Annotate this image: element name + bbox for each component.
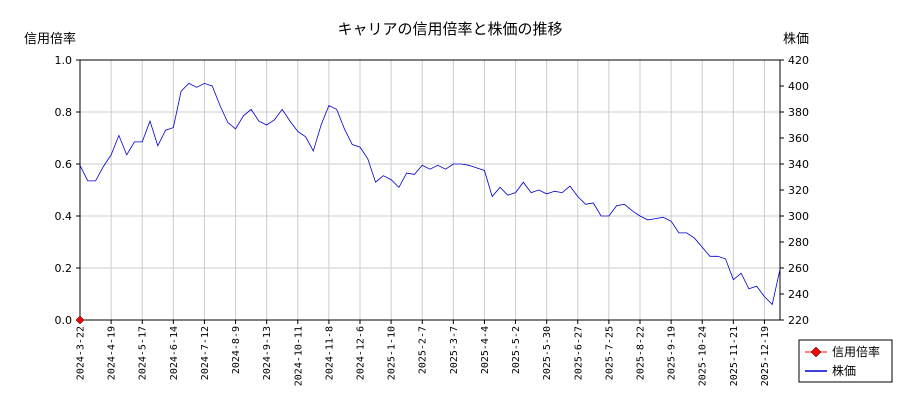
x-tick-label: 2025-7-25 bbox=[604, 326, 615, 380]
left-tick-label: 0.6 bbox=[55, 158, 73, 171]
x-tick-label: 2025-9-19 bbox=[667, 326, 678, 380]
right-tick-label: 340 bbox=[788, 158, 809, 171]
stock-price-line bbox=[79, 82, 781, 306]
x-tick-label: 2025-2-7 bbox=[418, 326, 429, 374]
left-tick-label: 1.0 bbox=[55, 54, 73, 67]
right-tick-label: 400 bbox=[788, 80, 809, 93]
right-tick-label: 240 bbox=[788, 288, 809, 301]
series-layer bbox=[75, 82, 781, 325]
right-tick-label: 360 bbox=[788, 132, 809, 145]
legend-label-margin-ratio: 信用倍率 bbox=[832, 344, 880, 359]
left-tick-label: 0.4 bbox=[55, 210, 73, 223]
grid bbox=[79, 59, 780, 321]
right-tick-label: 300 bbox=[788, 210, 809, 223]
x-tick-label: 2024-9-13 bbox=[262, 326, 273, 380]
right-tick-label: 380 bbox=[788, 106, 809, 119]
margin-ratio-marker bbox=[75, 315, 85, 325]
x-tick-label: 2024-6-14 bbox=[169, 326, 180, 380]
legend-box bbox=[798, 339, 893, 383]
right-axis: 220 240 260 280 300 320 340 360 380 400 420 bbox=[780, 54, 809, 327]
x-tick-label: 2024-11-8 bbox=[324, 326, 335, 380]
x-tick-label: 2024-3-22 bbox=[76, 326, 87, 380]
legend-marker-margin-ratio bbox=[810, 346, 822, 358]
x-tick-label: 2025-4-4 bbox=[480, 326, 491, 374]
x-tick-label: 2024-12-6 bbox=[356, 326, 367, 380]
x-axis: 2024-3-22 2024-4-19 2024-5-17 2024-6-14 2024… bbox=[76, 320, 771, 386]
plot-area bbox=[79, 59, 781, 321]
x-tick-label: 2025-3-7 bbox=[449, 326, 460, 374]
x-tick-label: 2025-8-22 bbox=[636, 326, 647, 380]
left-axis-title: 信用倍率 bbox=[24, 31, 76, 47]
right-axis-title: 株価 bbox=[783, 32, 809, 47]
left-tick-label: 0.8 bbox=[55, 106, 73, 119]
chart-title: キャリアの信用倍率と株価の推移 bbox=[337, 20, 562, 38]
x-tick-label: 2025-11-21 bbox=[729, 326, 740, 386]
right-tick-label: 320 bbox=[788, 184, 809, 197]
x-tick-label: 2024-5-17 bbox=[138, 326, 149, 380]
x-tick-label: 2024-8-9 bbox=[231, 326, 242, 374]
x-tick-label: 2025-5-30 bbox=[542, 326, 553, 380]
right-tick-label: 420 bbox=[788, 54, 809, 67]
legend: 信用倍率 株価 bbox=[798, 339, 893, 383]
left-tick-label: 0.2 bbox=[55, 262, 73, 275]
right-tick-label: 220 bbox=[788, 314, 809, 327]
x-tick-label: 2025-10-24 bbox=[698, 326, 709, 386]
x-tick-label: 2024-7-12 bbox=[200, 326, 211, 380]
x-tick-label: 2025-12-19 bbox=[760, 326, 771, 386]
left-tick-label: 0.0 bbox=[55, 314, 73, 327]
x-tick-label: 2025-5-2 bbox=[511, 326, 522, 374]
x-tick-label: 2025-6-27 bbox=[573, 326, 584, 380]
x-tick-label: 2024-4-19 bbox=[107, 326, 118, 380]
x-tick-label: 2025-1-10 bbox=[387, 326, 398, 380]
legend-label-stock-price: 株価 bbox=[832, 363, 856, 378]
left-axis: 0.0 0.2 0.4 0.6 0.8 1.0 bbox=[55, 54, 80, 327]
right-tick-label: 260 bbox=[788, 262, 809, 275]
right-tick-label: 280 bbox=[788, 236, 809, 249]
x-tick-label: 2024-10-11 bbox=[293, 326, 304, 386]
